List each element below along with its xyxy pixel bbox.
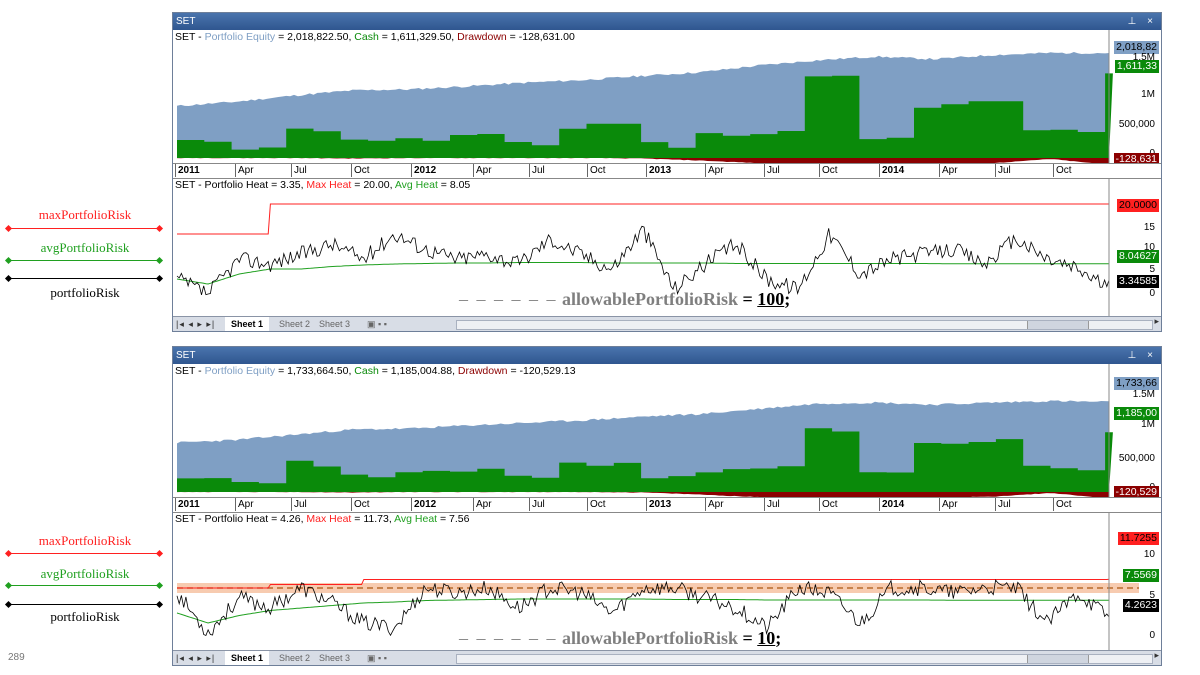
drawdown-value-tag: -120,529 bbox=[1113, 486, 1159, 497]
sheet-tab-bar: |◂ ◂ ▸ ▸| Sheet 1 Sheet 2 Sheet 3 ▣ ▪ ▪ … bbox=[173, 650, 1161, 665]
legend-max-portfolio-risk: maxPortfolioRisk bbox=[38, 207, 132, 222]
legend-avg-portfolio-risk: avgPortfolioRisk bbox=[40, 566, 130, 581]
avg-heat-tag: 8.04627 bbox=[1117, 250, 1159, 263]
drawdown-area bbox=[177, 492, 1109, 497]
heat-tick: 5 bbox=[1149, 264, 1155, 275]
heat-tick: 0 bbox=[1149, 630, 1155, 641]
date-axis: 2011 Apr Jul Oct 2012 Apr Jul Oct 2013 A… bbox=[173, 163, 1161, 179]
max-heat-line bbox=[177, 203, 1109, 235]
legend-max-line bbox=[8, 228, 160, 229]
equity-tick: 1.5M bbox=[1132, 389, 1155, 400]
tab-sheet-2[interactable]: Sheet 2 bbox=[279, 319, 311, 329]
heat-chart bbox=[176, 512, 1139, 650]
equity-pane[interactable]: SET - Portfolio Equity = 2,018,822.50, C… bbox=[173, 30, 1161, 163]
allowable-risk-annotation: – – – – – – allowablePortfolioRisk = 100… bbox=[459, 289, 791, 309]
chart-window-top[interactable]: SET ⊥ × SET - Portfolio Equity = 2,018,8… bbox=[172, 12, 1162, 332]
horizontal-scrollbar[interactable] bbox=[456, 654, 1153, 664]
chart-window-bottom[interactable]: SET ⊥ × SET - Portfolio Equity = 1,733,6… bbox=[172, 346, 1162, 666]
max-heat-tag: 11.7255 bbox=[1117, 532, 1159, 545]
sheet-tools-icon[interactable]: ▣ ▪ ▪ bbox=[367, 319, 387, 329]
sheet-tab-bar: |◂ ◂ ▸ ▸| Sheet 1 Sheet 2 Sheet 3 ▣ ▪ ▪ … bbox=[173, 316, 1161, 331]
drawdown-area bbox=[177, 158, 1109, 163]
tab-sheet-2[interactable]: Sheet 2 bbox=[279, 653, 311, 663]
window-controls[interactable]: ⊥ × bbox=[1127, 350, 1157, 361]
heat-tick: 10 bbox=[1143, 242, 1155, 253]
avg-heat-line bbox=[176, 598, 1109, 624]
tab-sheet-3[interactable]: Sheet 3 bbox=[319, 319, 351, 329]
heat-tick: 10 bbox=[1143, 549, 1155, 560]
window-title: SET bbox=[176, 350, 196, 361]
equity-value-tag: 1,733,66 bbox=[1114, 377, 1159, 390]
legend-max-portfolio-risk: maxPortfolioRisk bbox=[38, 533, 132, 548]
legend-avg-portfolio-risk: avgPortfolioRisk bbox=[40, 240, 130, 255]
legend-portfolio-risk: portfolioRisk bbox=[50, 609, 120, 624]
equity-tick: 500,000 bbox=[1118, 453, 1155, 464]
equity-area bbox=[177, 52, 1109, 158]
scrollbar-thumb[interactable] bbox=[1027, 321, 1089, 329]
cash-value-tag: 1,611,33 bbox=[1114, 60, 1159, 73]
heat-tick: 5 bbox=[1149, 590, 1155, 601]
equity-area bbox=[177, 400, 1109, 492]
equity-tick: 1M bbox=[1141, 419, 1155, 430]
heat-tag: 4.2623 bbox=[1122, 599, 1159, 612]
date-axis: 2011 Apr Jul Oct 2012 Apr Jul Oct 2013 A… bbox=[173, 497, 1161, 513]
window-title: SET bbox=[176, 16, 196, 27]
heat-chart bbox=[176, 178, 1110, 316]
equity-tick: 1M bbox=[1141, 89, 1155, 100]
heat-tick: 15 bbox=[1143, 222, 1155, 233]
heat-pane[interactable]: SET - Portfolio Heat = 4.26, Max Heat = … bbox=[173, 512, 1161, 650]
equity-chart bbox=[177, 364, 1113, 497]
cash-area bbox=[177, 73, 1113, 158]
scroll-right-icon[interactable]: ▸ bbox=[1154, 650, 1159, 660]
tab-sheet-3[interactable]: Sheet 3 bbox=[319, 653, 351, 663]
equity-legend: SET - Portfolio Equity = 2,018,822.50, C… bbox=[175, 31, 575, 43]
heat-legend: SET - Portfolio Heat = 4.26, Max Heat = … bbox=[175, 513, 470, 525]
window-titlebar[interactable]: SET ⊥ × bbox=[173, 13, 1161, 30]
heat-tag: 3.34585 bbox=[1117, 275, 1159, 288]
sheet-nav-arrows[interactable]: |◂ ◂ ▸ ▸| bbox=[176, 653, 216, 663]
avg-heat-tag: 7.5569 bbox=[1122, 569, 1159, 582]
window-controls[interactable]: ⊥ × bbox=[1127, 16, 1157, 27]
tab-sheet-1[interactable]: Sheet 1 bbox=[225, 651, 270, 665]
window-titlebar[interactable]: SET ⊥ × bbox=[173, 347, 1161, 364]
sheet-tools-icon[interactable]: ▣ ▪ ▪ bbox=[367, 653, 387, 663]
equity-tick: 500,000 bbox=[1118, 119, 1155, 130]
drawdown-value-tag: -128,631 bbox=[1113, 153, 1159, 163]
portfolio-heat-line bbox=[176, 225, 1110, 296]
heat-pane[interactable]: SET - Portfolio Heat = 3.35, Max Heat = … bbox=[173, 178, 1161, 316]
equity-tick: 1.5M bbox=[1132, 52, 1155, 63]
cash-value-tag: 1,185,00 bbox=[1114, 407, 1159, 420]
horizontal-scrollbar[interactable] bbox=[456, 320, 1153, 330]
heat-legend: SET - Portfolio Heat = 3.35, Max Heat = … bbox=[175, 179, 471, 191]
equity-legend: SET - Portfolio Equity = 1,733,664.50, C… bbox=[175, 365, 576, 377]
tab-sheet-1[interactable]: Sheet 1 bbox=[225, 317, 270, 331]
cash-area bbox=[177, 428, 1113, 492]
legend-avg-line bbox=[8, 260, 160, 261]
max-heat-tag: 20.0000 bbox=[1117, 199, 1159, 212]
portfolio-heat-line bbox=[176, 579, 1110, 637]
scrollbar-thumb[interactable] bbox=[1027, 655, 1089, 663]
equity-chart bbox=[177, 30, 1113, 163]
sheet-nav-arrows[interactable]: |◂ ◂ ▸ ▸| bbox=[176, 319, 216, 329]
max-heat-line bbox=[177, 578, 1110, 589]
heat-tick: 0 bbox=[1149, 288, 1155, 299]
allowable-risk-annotation: – – – – – – allowablePortfolioRisk = 10; bbox=[459, 628, 782, 648]
legend-port-line bbox=[8, 278, 160, 279]
page-number: 289 bbox=[8, 652, 25, 663]
equity-value-tag: 2,018,82 bbox=[1114, 41, 1159, 54]
legend-portfolio-risk: portfolioRisk bbox=[50, 285, 120, 300]
equity-pane[interactable]: SET - Portfolio Equity = 1,733,664.50, C… bbox=[173, 364, 1161, 497]
avg-heat-line bbox=[176, 262, 1109, 285]
scroll-right-icon[interactable]: ▸ bbox=[1154, 316, 1159, 326]
